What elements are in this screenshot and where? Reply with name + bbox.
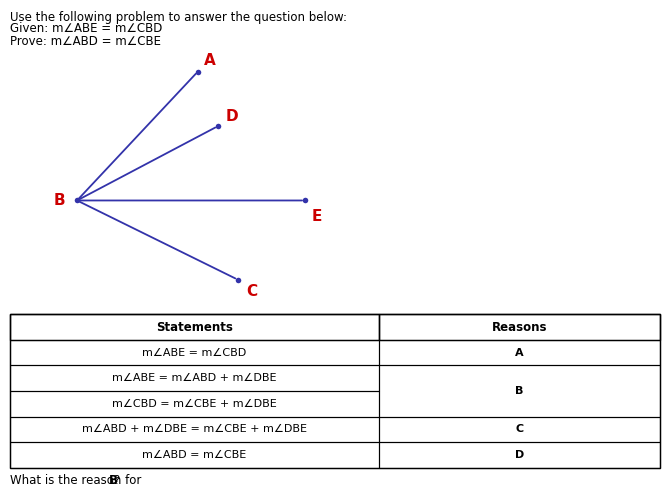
Text: m∠ABE = m∠CBD: m∠ABE = m∠CBD — [142, 347, 247, 358]
Text: m∠ABE = m∠ABD + m∠DBE: m∠ABE = m∠ABD + m∠DBE — [112, 373, 277, 383]
Bar — [379, 340, 660, 365]
Text: ?: ? — [113, 474, 119, 487]
Text: B: B — [515, 386, 523, 396]
Bar — [10, 365, 379, 391]
Bar — [379, 314, 660, 340]
Bar — [10, 442, 379, 468]
Text: m∠CBD = m∠CBE + m∠DBE: m∠CBD = m∠CBE + m∠DBE — [112, 399, 277, 409]
Bar — [10, 314, 379, 340]
Text: B: B — [109, 474, 118, 487]
Text: C: C — [515, 424, 523, 435]
Text: m∠ABD + m∠DBE = m∠CBE + m∠DBE: m∠ABD + m∠DBE = m∠CBE + m∠DBE — [82, 424, 307, 435]
Text: Statements: Statements — [156, 321, 232, 334]
Bar — [379, 442, 660, 468]
Text: C: C — [246, 284, 257, 298]
Text: Use the following problem to answer the question below:: Use the following problem to answer the … — [10, 11, 347, 24]
Text: A: A — [515, 347, 523, 358]
Bar — [10, 417, 379, 442]
Text: Given: m∠ABE = m∠CBD: Given: m∠ABE = m∠CBD — [10, 22, 162, 35]
Text: Reasons: Reasons — [492, 321, 547, 334]
Text: E: E — [312, 209, 322, 224]
Text: D: D — [515, 450, 524, 460]
Text: A: A — [204, 53, 216, 68]
Bar — [10, 391, 379, 417]
Text: Prove: m∠ABD = m∠CBE: Prove: m∠ABD = m∠CBE — [10, 35, 161, 48]
Bar — [379, 365, 660, 417]
Text: D: D — [226, 109, 239, 124]
Bar — [10, 340, 379, 365]
Text: B: B — [54, 193, 65, 208]
Text: m∠ABD = m∠CBE: m∠ABD = m∠CBE — [142, 450, 247, 460]
Bar — [10, 314, 660, 468]
Text: What is the reason for: What is the reason for — [10, 474, 145, 487]
Bar — [379, 417, 660, 442]
